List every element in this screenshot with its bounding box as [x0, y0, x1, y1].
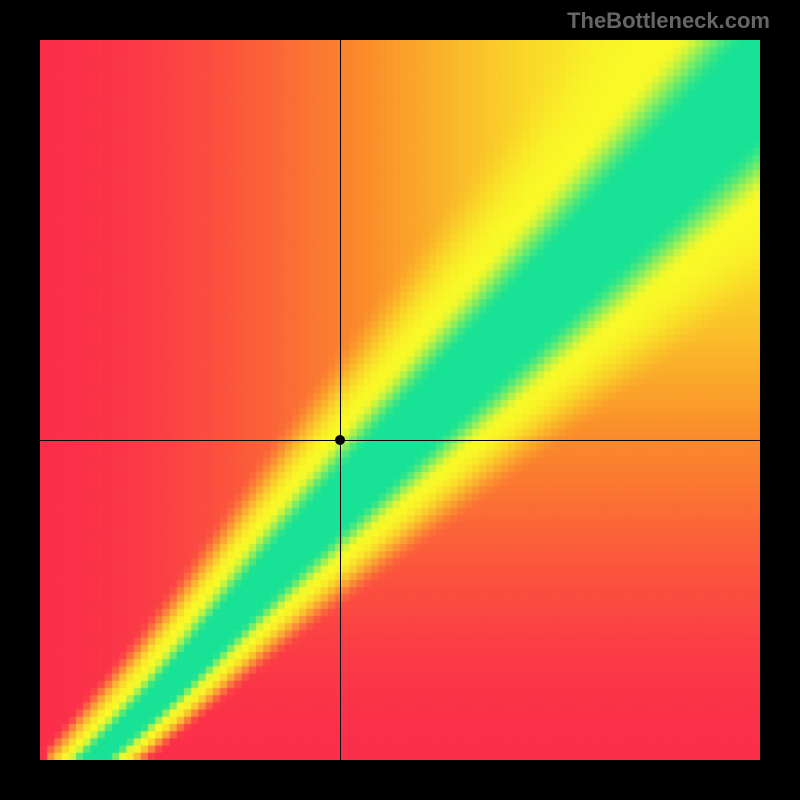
heatmap-canvas — [40, 40, 760, 760]
plot-area — [40, 40, 760, 760]
crosshair-vertical — [340, 40, 341, 760]
watermark-text: TheBottleneck.com — [567, 8, 770, 34]
crosshair-horizontal — [40, 440, 760, 441]
marker-dot — [335, 435, 345, 445]
